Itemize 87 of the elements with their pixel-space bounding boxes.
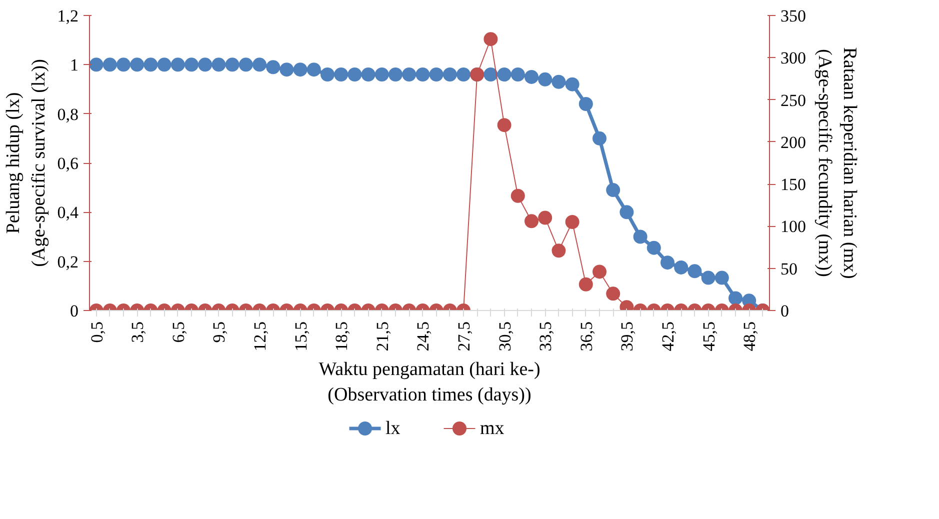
y2-tick-label: 350 xyxy=(780,6,806,26)
point xyxy=(701,270,716,285)
x-tick-label: 30,5 xyxy=(495,322,514,352)
point xyxy=(688,264,702,278)
x-tick-label: 0,5 xyxy=(87,322,106,343)
point xyxy=(456,68,470,82)
x-tick-label: 36,5 xyxy=(576,322,596,352)
y-tick-label: 1 xyxy=(70,56,78,75)
point xyxy=(646,240,661,255)
point xyxy=(144,58,158,72)
point xyxy=(361,68,376,82)
y2-tick-label: 0 xyxy=(780,302,789,320)
y2-tick-label: 200 xyxy=(780,132,806,152)
y-tick-label: 0,8 xyxy=(57,104,78,124)
point xyxy=(674,260,688,274)
point xyxy=(320,68,334,82)
point xyxy=(484,68,498,82)
point xyxy=(238,58,253,72)
point xyxy=(374,68,389,82)
point xyxy=(660,256,674,270)
point xyxy=(116,58,130,72)
point xyxy=(90,58,104,72)
point xyxy=(714,270,729,285)
x-tick-label: 18,5 xyxy=(332,322,352,352)
point xyxy=(157,58,172,72)
x-tick-label: 27,5 xyxy=(454,322,474,352)
point xyxy=(402,68,416,82)
x-axis-title: Waktu pengamatan (hari ke-) (Observation times (days)) xyxy=(318,359,540,406)
x-tick-label: 33,5 xyxy=(536,322,556,352)
point xyxy=(184,58,198,72)
point xyxy=(538,72,552,86)
point xyxy=(633,230,648,244)
point xyxy=(620,205,634,220)
x-tick-label: 15,5 xyxy=(291,322,310,352)
point xyxy=(510,68,525,82)
y2-tick-label: 100 xyxy=(780,217,806,236)
y2-tick-label: 50 xyxy=(780,259,798,278)
point xyxy=(293,62,308,77)
x-tick-label: 21,5 xyxy=(372,322,392,352)
point xyxy=(252,58,266,72)
y-tick-label: 0,6 xyxy=(57,154,78,173)
point xyxy=(198,58,212,72)
x-tick-label: 3,5 xyxy=(128,322,148,343)
point xyxy=(170,58,185,72)
point xyxy=(102,58,117,72)
y-tick-label: 1,2 xyxy=(57,6,78,26)
y2-tick-label: 250 xyxy=(780,90,806,110)
x-tick-label: 42,5 xyxy=(658,322,678,352)
point xyxy=(484,32,498,46)
point xyxy=(578,97,593,111)
point xyxy=(565,77,580,92)
y-tick-label: 0 xyxy=(70,302,78,320)
point xyxy=(225,58,240,72)
point xyxy=(524,70,538,84)
point xyxy=(442,68,457,82)
x-tick-label: 6,5 xyxy=(168,322,188,343)
point xyxy=(592,131,606,146)
point xyxy=(497,118,512,132)
point xyxy=(728,291,742,306)
legend-label: mx xyxy=(480,418,505,439)
x-tick-label: 24,5 xyxy=(414,322,433,352)
x-tick-label: 48,5 xyxy=(740,322,760,352)
x-tick-label: 12,5 xyxy=(250,322,270,352)
point xyxy=(552,74,566,89)
x-tick-label: 9,5 xyxy=(210,322,229,343)
point xyxy=(348,68,362,82)
point xyxy=(429,68,444,82)
point xyxy=(416,68,430,82)
x-tick-label: 45,5 xyxy=(699,322,718,352)
point xyxy=(497,68,512,82)
x-tick-label: 39,5 xyxy=(618,322,637,352)
point xyxy=(334,68,348,82)
y-tick-label: 0,2 xyxy=(57,252,78,272)
point xyxy=(510,188,525,203)
point xyxy=(388,68,402,82)
point xyxy=(130,58,144,72)
y2-axis-title: Rataan keperidian harian (mx) (Age-specific fecundity (mx)) xyxy=(814,47,860,279)
point xyxy=(280,62,294,77)
point xyxy=(212,58,226,72)
legend-label: lx xyxy=(385,418,401,439)
y2-tick-label: 300 xyxy=(780,48,806,68)
point xyxy=(266,60,280,74)
y-tick-label: 0,4 xyxy=(57,203,79,222)
y-axis-title: Peluang hidup (lx) (Age-specific survival (lx)) xyxy=(3,59,50,267)
point xyxy=(606,183,620,198)
point xyxy=(306,62,321,77)
y2-tick-label: 150 xyxy=(780,175,806,194)
